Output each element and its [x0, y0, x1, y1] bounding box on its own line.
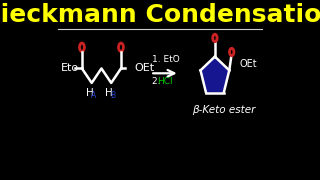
Text: Eto: Eto	[61, 64, 79, 73]
Text: B: B	[111, 91, 116, 100]
Text: OEt: OEt	[240, 59, 257, 69]
Text: 1. EtO: 1. EtO	[152, 55, 180, 64]
Text: HCl: HCl	[157, 77, 173, 86]
Text: β-Keto ester: β-Keto ester	[192, 105, 255, 115]
Text: A: A	[91, 91, 96, 100]
Polygon shape	[201, 57, 229, 93]
Text: OEt: OEt	[135, 64, 155, 73]
Text: ⁻: ⁻	[172, 52, 176, 61]
Text: H: H	[86, 87, 94, 98]
Text: H: H	[105, 87, 113, 98]
Text: 2.: 2.	[152, 77, 163, 86]
Text: Dieckmann Condensation: Dieckmann Condensation	[0, 3, 320, 28]
